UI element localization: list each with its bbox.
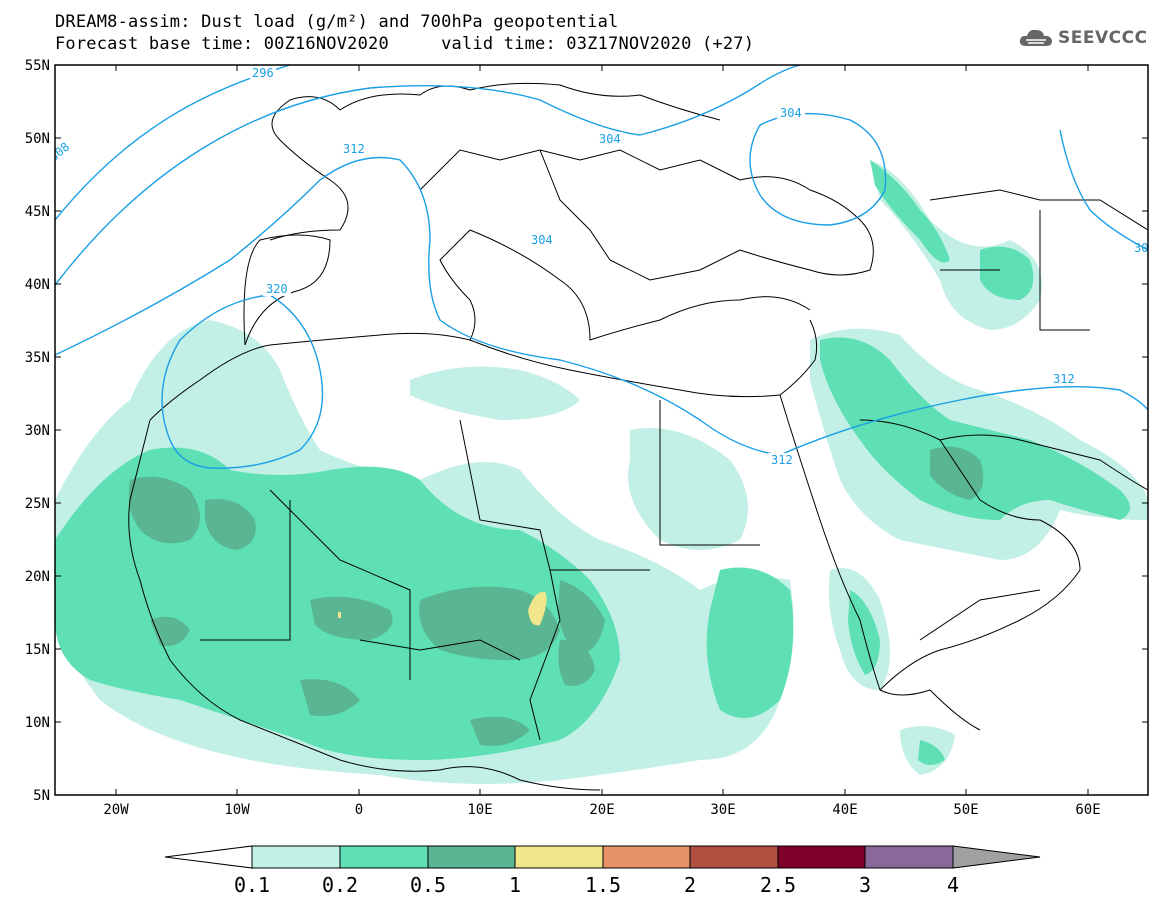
lon-tick-label: 10E [467, 802, 492, 818]
latitude-axis: 55N 50N 45N 40N 35N 30N 25N 20N 15N 10N … [25, 58, 1148, 804]
contour-label: 304 [780, 106, 802, 120]
lat-tick-label: 10N [25, 715, 50, 731]
cloud-icon [1019, 29, 1052, 46]
colorbar-bin [427, 845, 516, 869]
colorbar: 0.1 0.2 0.5 1 1.5 2 2.5 3 4 [164, 845, 1041, 897]
colorbar-bin [339, 845, 429, 869]
colorbar-label: 0.2 [322, 873, 358, 897]
colorbar-label: 4 [947, 873, 959, 897]
lat-tick-label: 40N [25, 277, 50, 293]
contour-label: 304 [531, 233, 553, 247]
colorbar-label: 0.5 [410, 873, 446, 897]
lat-tick-label: 5N [33, 788, 50, 804]
lon-tick-label: 40E [832, 802, 857, 818]
contour-label: 304 [599, 132, 621, 146]
contour-label: 296 [252, 66, 274, 80]
colorbar-label: 1 [509, 873, 521, 897]
colorbar-bin [251, 845, 341, 869]
lat-tick-label: 15N [25, 642, 50, 658]
contour-label: 308 [47, 140, 73, 165]
contour-label: 312 [343, 142, 365, 156]
geopotential-contours [55, 65, 1148, 469]
contour-label: 312 [771, 453, 793, 467]
colorbar-label: 2 [684, 873, 696, 897]
lon-tick-label: 20W [103, 802, 129, 818]
lat-tick-label: 45N [25, 204, 50, 220]
forecast-times: Forecast base time: 00Z16NOV2020 valid t… [55, 34, 755, 54]
colorbar-label: 3 [859, 873, 871, 897]
map-title: DREAM8-assim: Dust load (g/m²) and 700hP… [55, 12, 619, 32]
lon-tick-label: 30E [710, 802, 735, 818]
colorbar-bin [602, 845, 691, 869]
lat-tick-label: 30N [25, 423, 50, 439]
seevccc-logo: SEEVCCC [1018, 26, 1148, 50]
lon-tick-label: 0 [355, 802, 363, 818]
colorbar-label: 0.1 [234, 873, 270, 897]
colorbar-over-arrow [952, 845, 1041, 869]
contour-label: 308 [1134, 241, 1156, 255]
colorbar-bin [514, 845, 604, 869]
colorbar-bin [864, 845, 954, 869]
lat-tick-label: 55N [25, 58, 50, 74]
logo-text: SEEVCCC [1058, 28, 1148, 48]
lat-tick-label: 35N [25, 350, 50, 366]
lon-tick-label: 60E [1075, 802, 1100, 818]
lon-tick-label: 20E [589, 802, 614, 818]
colorbar-bin [777, 845, 866, 869]
colorbar-bin [689, 845, 779, 869]
lat-tick-label: 25N [25, 496, 50, 512]
colorbar-label: 1.5 [585, 873, 621, 897]
lat-tick-label: 50N [25, 131, 50, 147]
lon-tick-label: 10W [224, 802, 250, 818]
lat-tick-label: 20N [25, 569, 50, 585]
dust-peak-patch [528, 591, 547, 626]
contour-label: 312 [1053, 372, 1075, 386]
coastlines-borders [128, 82, 1148, 791]
lon-tick-label: 50E [953, 802, 978, 818]
contour-label: 320 [266, 282, 288, 296]
colorbar-label: 2.5 [760, 873, 796, 897]
dust-load-shading [55, 160, 1148, 784]
colorbar-under-arrow [164, 845, 253, 869]
longitude-axis: 20W 10W 0 10E 20E 30E 40E 50E 60E [103, 65, 1101, 818]
